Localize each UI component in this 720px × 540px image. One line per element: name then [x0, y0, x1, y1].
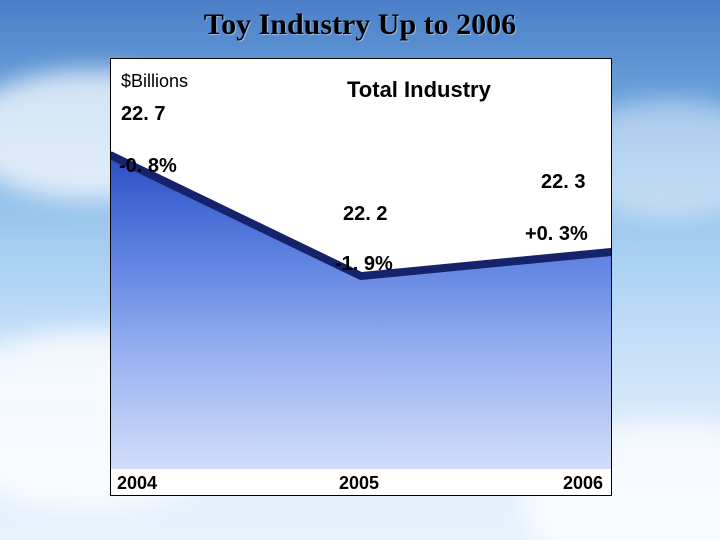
chart-container: $Billions Total Industry 22. 7 22. 2 22. 3 -0… [110, 58, 612, 496]
chart-border: $Billions Total Industry 22. 7 22. 2 22. 3 -0… [110, 58, 612, 496]
x-axis-label: 2004 [117, 473, 157, 494]
delta-label: -1. 9% [335, 253, 393, 276]
y-unit-label: $Billions [121, 71, 188, 92]
delta-label: -0. 8% [119, 155, 177, 178]
delta-label: +0. 3% [525, 223, 588, 246]
x-axis-label: 2006 [563, 473, 603, 494]
chart-title: Total Industry [347, 77, 491, 103]
x-axis-label: 2005 [339, 473, 379, 494]
value-label: 22. 7 [121, 103, 165, 126]
value-label: 22. 2 [343, 203, 387, 226]
page-title: Toy Industry Up to 2006 [0, 8, 720, 42]
value-label: 22. 3 [541, 171, 585, 194]
